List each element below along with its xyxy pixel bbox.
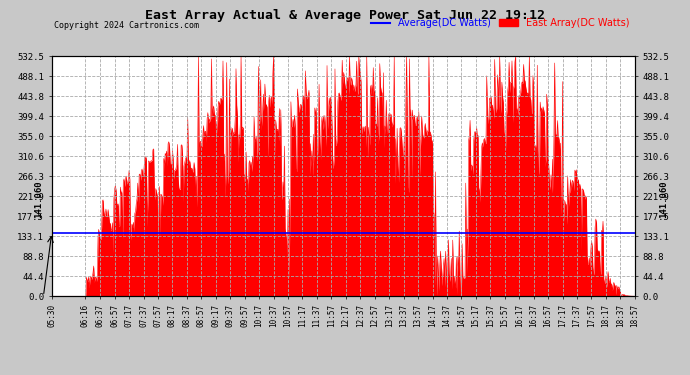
Text: Copyright 2024 Cartronics.com: Copyright 2024 Cartronics.com (54, 21, 199, 30)
Text: East Array Actual & Average Power Sat Jun 22 19:12: East Array Actual & Average Power Sat Ju… (145, 9, 545, 22)
Text: 141.060: 141.060 (659, 180, 668, 218)
Legend: Average(DC Watts), East Array(DC Watts): Average(DC Watts), East Array(DC Watts) (367, 14, 633, 32)
Text: 141.060: 141.060 (34, 180, 43, 218)
